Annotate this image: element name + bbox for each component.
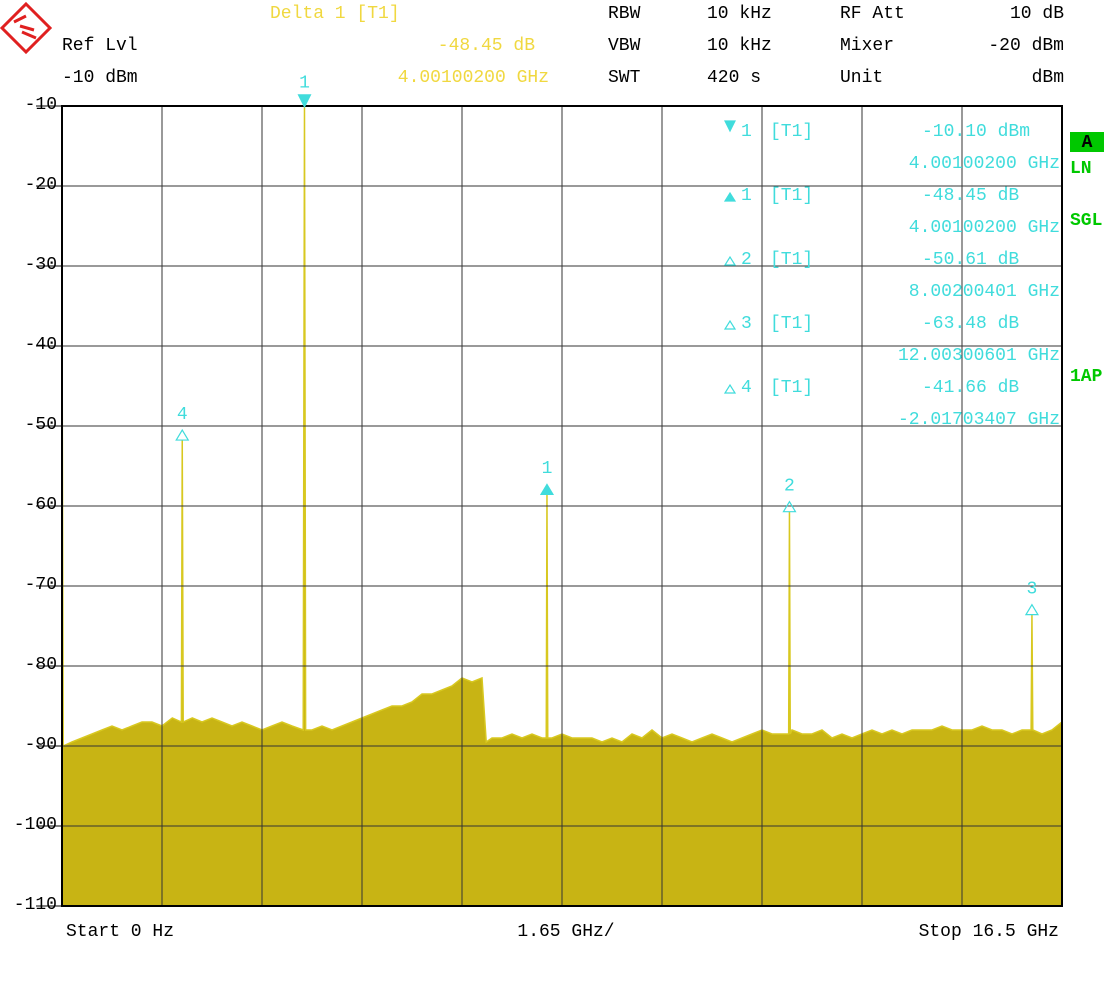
y-tick-label: -40 bbox=[25, 335, 57, 355]
marker-label: 2 bbox=[784, 476, 795, 496]
table-marker-freq: -2.01703407 GHz bbox=[898, 410, 1060, 430]
vbw-label: VBW bbox=[608, 36, 641, 56]
table-marker-id: 3 bbox=[741, 314, 752, 334]
side-label: SGL bbox=[1070, 211, 1102, 231]
table-marker-value: -48.45 dB bbox=[922, 186, 1019, 206]
table-marker-value: -63.48 dB bbox=[922, 314, 1019, 334]
delta-title: Delta 1 [T1] bbox=[270, 4, 400, 24]
side-label: A bbox=[1082, 133, 1093, 153]
table-marker-freq: 8.00200401 GHz bbox=[909, 282, 1060, 302]
table-marker-id: 1 bbox=[741, 122, 752, 142]
unit-label: Unit bbox=[840, 68, 883, 88]
y-tick-label: -100 bbox=[14, 815, 57, 835]
side-label: 1AP bbox=[1070, 367, 1103, 387]
swt-label: SWT bbox=[608, 68, 641, 88]
table-marker-symbol bbox=[724, 120, 736, 133]
y-tick-label: -10 bbox=[25, 95, 57, 115]
trace-line bbox=[61, 106, 1063, 748]
marker bbox=[297, 94, 312, 109]
table-marker-freq: 4.00100200 GHz bbox=[909, 218, 1060, 238]
y-tick-label: -90 bbox=[25, 735, 57, 755]
table-marker-freq: 12.00300601 GHz bbox=[898, 346, 1060, 366]
y-tick-label: -20 bbox=[25, 175, 57, 195]
att-label: RF Att bbox=[840, 4, 905, 24]
mixer-value: -20 dBm bbox=[988, 36, 1064, 56]
marker-label: 1 bbox=[542, 459, 553, 479]
ref-value: -10 dBm bbox=[62, 68, 138, 88]
y-tick-label: -60 bbox=[25, 495, 57, 515]
marker-label: 3 bbox=[1027, 579, 1038, 599]
stop-freq: Stop 16.5 GHz bbox=[919, 922, 1059, 942]
table-marker-id: 4 bbox=[741, 378, 752, 398]
delta-value: -48.45 dB bbox=[438, 36, 535, 56]
table-marker-tag: [T1] bbox=[770, 378, 813, 398]
rbw-label: RBW bbox=[608, 4, 641, 24]
marker bbox=[782, 500, 797, 513]
mixer-label: Mixer bbox=[840, 36, 894, 56]
ref-label: Ref Lvl bbox=[62, 36, 138, 56]
table-marker-tag: [T1] bbox=[770, 186, 813, 206]
marker-label: 4 bbox=[177, 405, 188, 425]
swt-value: 420 s bbox=[707, 68, 761, 88]
vbw-value: 10 kHz bbox=[707, 36, 772, 56]
table-marker-tag: [T1] bbox=[770, 314, 813, 334]
plot-frame bbox=[61, 105, 1063, 907]
table-marker-value: -50.61 dB bbox=[922, 250, 1019, 270]
y-tick-label: -70 bbox=[25, 575, 57, 595]
table-marker-tag: [T1] bbox=[770, 250, 813, 270]
table-marker-id: 2 bbox=[741, 250, 752, 270]
table-marker-value: -10.10 dBm bbox=[922, 122, 1030, 142]
table-marker-symbol bbox=[723, 255, 737, 266]
table-marker-freq: 4.00100200 GHz bbox=[909, 154, 1060, 174]
table-marker-tag: [T1] bbox=[770, 122, 813, 142]
marker bbox=[539, 483, 555, 495]
y-tick-label: -30 bbox=[25, 255, 57, 275]
y-tick-label: -110 bbox=[14, 895, 57, 915]
table-marker-value: -41.66 dB bbox=[922, 378, 1019, 398]
logo bbox=[0, 1, 53, 55]
delta-freq: 4.00100200 GHz bbox=[398, 68, 549, 88]
table-marker-symbol bbox=[723, 319, 737, 330]
att-value: 10 dB bbox=[1010, 4, 1064, 24]
start-freq: Start 0 Hz bbox=[66, 922, 174, 942]
table-marker-symbol bbox=[723, 191, 737, 202]
side-label: LN bbox=[1070, 159, 1092, 179]
y-tick-label: -50 bbox=[25, 415, 57, 435]
logo-glyph bbox=[13, 14, 37, 40]
unit-value: dBm bbox=[1032, 68, 1064, 88]
table-marker-id: 1 bbox=[741, 186, 752, 206]
marker bbox=[1024, 603, 1039, 616]
status-box bbox=[1070, 132, 1104, 152]
span-per-div: 1.65 GHz/ bbox=[517, 922, 614, 942]
y-tick-label: -80 bbox=[25, 655, 57, 675]
rbw-value: 10 kHz bbox=[707, 4, 772, 24]
table-marker-symbol bbox=[723, 383, 737, 394]
marker-label: 1 bbox=[299, 74, 310, 94]
marker bbox=[175, 428, 190, 441]
